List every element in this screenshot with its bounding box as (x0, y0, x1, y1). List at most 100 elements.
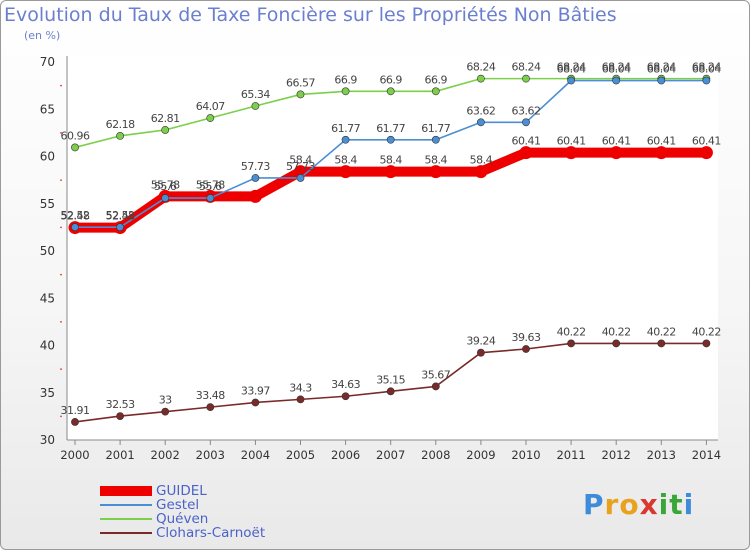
data-point (431, 382, 440, 391)
data-label: 68.04 (557, 63, 586, 76)
data-point (116, 223, 124, 232)
data-point (612, 339, 621, 348)
data-label: 60.96 (61, 129, 90, 142)
data-label: 66.9 (334, 73, 357, 86)
data-point (296, 90, 305, 99)
logo-letter: i (683, 488, 695, 521)
data-point (567, 339, 575, 348)
data-label: 58.4 (289, 154, 312, 167)
data-point (386, 87, 395, 96)
data-point (699, 146, 713, 160)
legend-label: Gestel (156, 497, 200, 513)
x-tick-label: 2009 (466, 448, 495, 462)
data-point (519, 146, 533, 160)
data-label: 35.15 (376, 373, 405, 386)
data-label: 33.97 (241, 384, 270, 397)
y-tick-label: 65 (40, 102, 55, 116)
data-point (702, 339, 711, 348)
data-point (386, 135, 395, 144)
data-label: 68.24 (602, 61, 631, 74)
data-label: 62.81 (151, 112, 180, 125)
data-label: 52.48 (106, 210, 135, 223)
data-label: 55.78 (196, 178, 225, 191)
data-label: 60.41 (602, 135, 631, 148)
data-label: 33 (159, 394, 172, 407)
data-label: 57.73 (286, 160, 315, 173)
data-label: 55.6 (154, 180, 177, 193)
data-point (251, 174, 260, 182)
data-point (161, 407, 170, 416)
data-point (248, 189, 262, 203)
data-label: 68.04 (692, 63, 721, 76)
x-tick-label: 2008 (421, 448, 450, 462)
data-point (476, 118, 485, 127)
data-label: 34.63 (331, 378, 360, 391)
x-tick-label: 2012 (602, 448, 631, 462)
data-label: 57.73 (241, 160, 270, 173)
data-label: 63.62 (512, 104, 541, 117)
data-label: 55.78 (151, 178, 180, 191)
y-tick-label: 40 (40, 339, 55, 353)
x-tick-label: 2007 (376, 448, 405, 462)
data-point (161, 194, 170, 202)
data-label: 40.22 (647, 325, 676, 338)
data-point (476, 348, 485, 357)
y-minor-tick (60, 273, 62, 276)
data-label: 66.57 (286, 76, 315, 89)
data-label: 68.04 (647, 63, 676, 76)
data-point (161, 126, 170, 134)
data-point (116, 412, 124, 420)
data-label: 34.3 (289, 381, 312, 394)
data-point (522, 74, 530, 83)
data-point (71, 143, 79, 152)
data-label: 58.4 (334, 154, 357, 167)
logo-letter: r (604, 488, 620, 521)
data-point (341, 87, 350, 96)
data-point (431, 87, 440, 96)
x-tick-label: 2003 (196, 448, 225, 462)
data-label: 58.4 (470, 154, 493, 167)
data-label: 40.22 (602, 325, 631, 338)
data-point (206, 194, 215, 202)
data-point (612, 76, 621, 85)
data-label: 66.9 (425, 73, 448, 86)
data-point (71, 223, 79, 232)
data-label: 60.41 (692, 135, 721, 148)
data-label: 68.24 (512, 61, 541, 74)
data-label: 60.41 (647, 135, 676, 148)
logo-letter: P (583, 488, 605, 521)
data-label: 60.41 (512, 135, 541, 148)
data-label: 66.9 (379, 73, 402, 86)
data-label: 58.4 (379, 154, 402, 167)
data-point (341, 135, 350, 144)
logo-letter: i (658, 488, 670, 521)
data-label: 68.24 (557, 61, 586, 74)
data-point (386, 387, 395, 396)
data-label: 32.53 (106, 398, 135, 411)
data-label: 68.24 (466, 61, 495, 74)
x-tick-label: 2010 (511, 448, 540, 462)
data-label: 40.22 (692, 325, 721, 338)
x-tick-label: 2006 (331, 448, 360, 462)
data-point (567, 76, 575, 85)
data-label: 63.62 (466, 104, 495, 117)
chart-title: Evolution du Taux de Taxe Foncière sur l… (4, 4, 617, 26)
data-point (474, 165, 488, 179)
data-label: 68.24 (692, 61, 721, 74)
y-minor-tick (60, 226, 62, 229)
chart-subtitle: (en %) (24, 29, 61, 42)
legend-swatch (100, 532, 152, 534)
data-point (522, 118, 530, 127)
x-tick-label: 2013 (647, 448, 676, 462)
legend-label: Quéven (156, 511, 209, 527)
logo-letter: o (619, 488, 640, 521)
y-minor-tick (60, 131, 62, 134)
data-label: 62.18 (106, 118, 135, 131)
data-point (296, 174, 305, 182)
x-tick-label: 2004 (241, 448, 270, 462)
data-point (339, 165, 353, 179)
x-tick-label: 2000 (60, 448, 89, 462)
data-label: 55.6 (199, 180, 222, 193)
data-point (251, 398, 260, 407)
